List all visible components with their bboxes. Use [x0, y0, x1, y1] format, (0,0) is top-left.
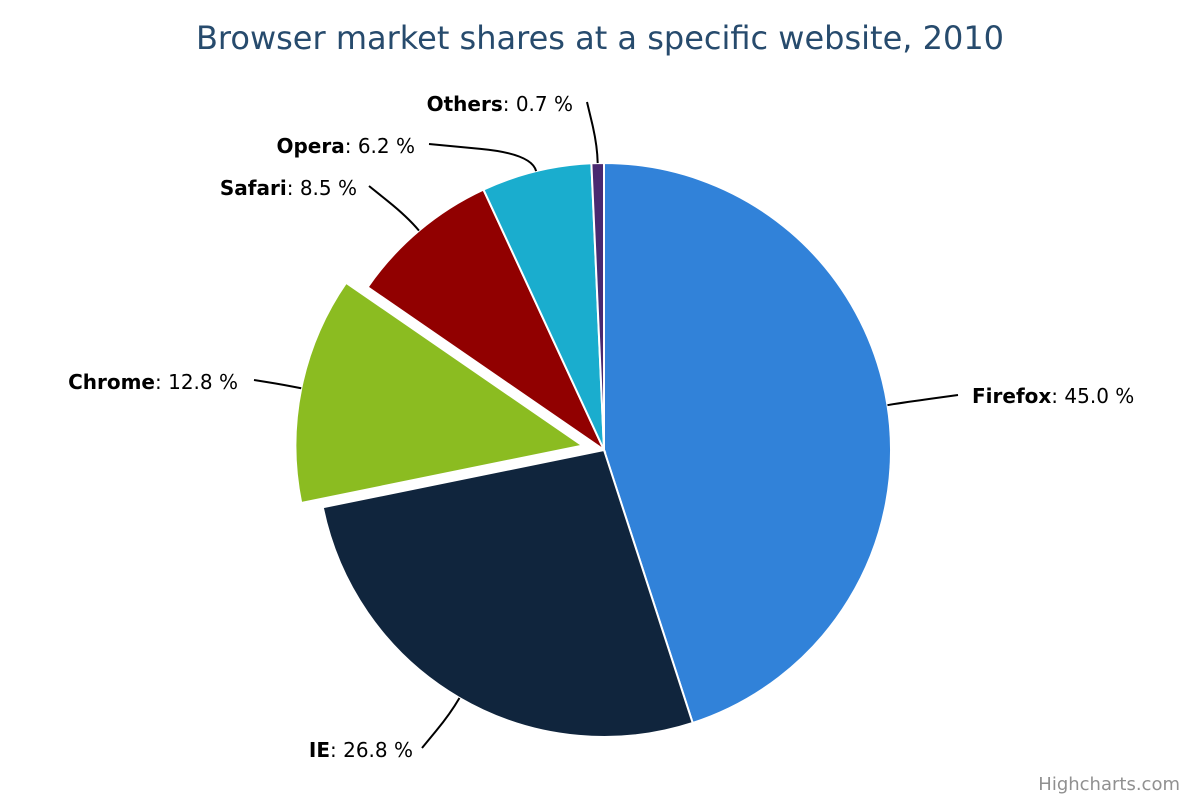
- label-name-opera: Opera: [276, 134, 344, 158]
- label-value-others: : 0.7 %: [503, 92, 573, 116]
- pie-slice-ie[interactable]: [321, 448, 694, 738]
- pie-slices: [294, 161, 892, 738]
- chart-title: Browser market shares at a specific webs…: [196, 19, 1004, 57]
- label-opera: Opera: 6.2 %: [276, 134, 415, 158]
- label-connectors: [253, 101, 959, 749]
- label-value-opera: : 6.2 %: [345, 134, 415, 158]
- connector-opera: [428, 143, 538, 172]
- label-ie: IE: 26.8 %: [309, 738, 413, 762]
- pie-slice-others[interactable]: [590, 161, 605, 451]
- label-value-safari: : 8.5 %: [287, 176, 357, 200]
- pie-slice-safari[interactable]: [366, 188, 607, 453]
- label-name-others: Others: [427, 92, 503, 116]
- connector-safari: [368, 185, 420, 232]
- label-others: Others: 0.7 %: [427, 92, 573, 116]
- label-name-safari: Safari: [220, 176, 287, 200]
- label-name-chrome: Chrome: [68, 370, 155, 394]
- label-safari: Safari: 8.5 %: [220, 176, 357, 200]
- connector-ie: [421, 697, 461, 749]
- label-name-ie: IE: [309, 738, 330, 762]
- credits-link[interactable]: Highcharts.com: [1038, 774, 1180, 795]
- label-name-firefox: Firefox: [972, 384, 1051, 408]
- label-firefox: Firefox: 45.0 %: [972, 384, 1134, 408]
- label-value-firefox: : 45.0 %: [1051, 384, 1134, 408]
- pie-slice-firefox[interactable]: [603, 161, 892, 725]
- label-value-chrome: : 12.8 %: [155, 370, 238, 394]
- label-value-ie: : 26.8 %: [330, 738, 413, 762]
- slice-labels: Firefox: 45.0 % IE: 26.8 % Chrome: 12.8 % S…: [68, 92, 1134, 762]
- pie-slice-chrome[interactable]: [294, 281, 585, 505]
- label-chrome: Chrome: 12.8 %: [68, 370, 238, 394]
- connector-others: [586, 101, 599, 164]
- connector-chrome: [253, 379, 302, 390]
- connector-firefox: [887, 394, 959, 407]
